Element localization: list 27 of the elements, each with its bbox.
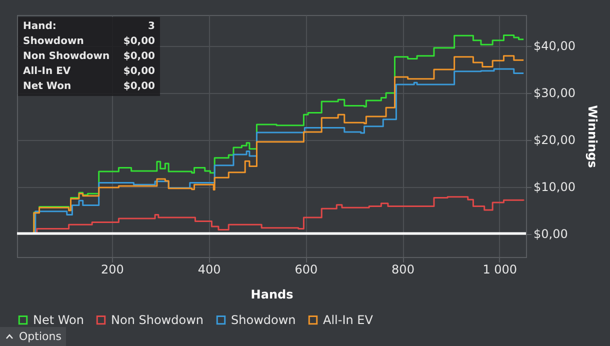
x-tick-label: 1 000: [482, 262, 518, 276]
annotation: Net Won: [23, 81, 72, 92]
y-axis-title: Winnings: [585, 105, 600, 168]
x-tick-label: 400: [198, 262, 221, 276]
x-tick-label: 200: [100, 262, 124, 276]
annotation: $0,00: [123, 66, 155, 77]
x-tick-label: 800: [392, 262, 414, 276]
options-button: Options: [0, 327, 66, 346]
y-tick-label: $10,00: [534, 180, 576, 194]
annotation: All-In EV: [23, 66, 72, 77]
x-tick-label: 600: [294, 262, 318, 276]
legend-label: Showdown: [231, 313, 296, 328]
y-tick-label: $30,00: [534, 86, 576, 100]
y-tick-label: $0,00: [534, 227, 568, 242]
x-axis-title: Hands: [250, 288, 294, 302]
annotation: $0,00: [123, 36, 155, 47]
annotation: 3: [147, 21, 155, 32]
legend-label: Net Won: [33, 313, 84, 328]
annotation: Showdown: [23, 36, 85, 47]
annotation: $0,00: [123, 51, 155, 62]
annotation: Hand:: [23, 21, 58, 32]
annotation: Non Showdown: [23, 51, 111, 62]
y-tick-label: $40,00: [534, 39, 576, 54]
annotation: $0,00: [123, 81, 155, 92]
legend-label: Non Showdown: [111, 313, 204, 328]
legend-label: All-In EV: [323, 313, 374, 328]
y-tick-label: $20,00: [534, 133, 576, 148]
